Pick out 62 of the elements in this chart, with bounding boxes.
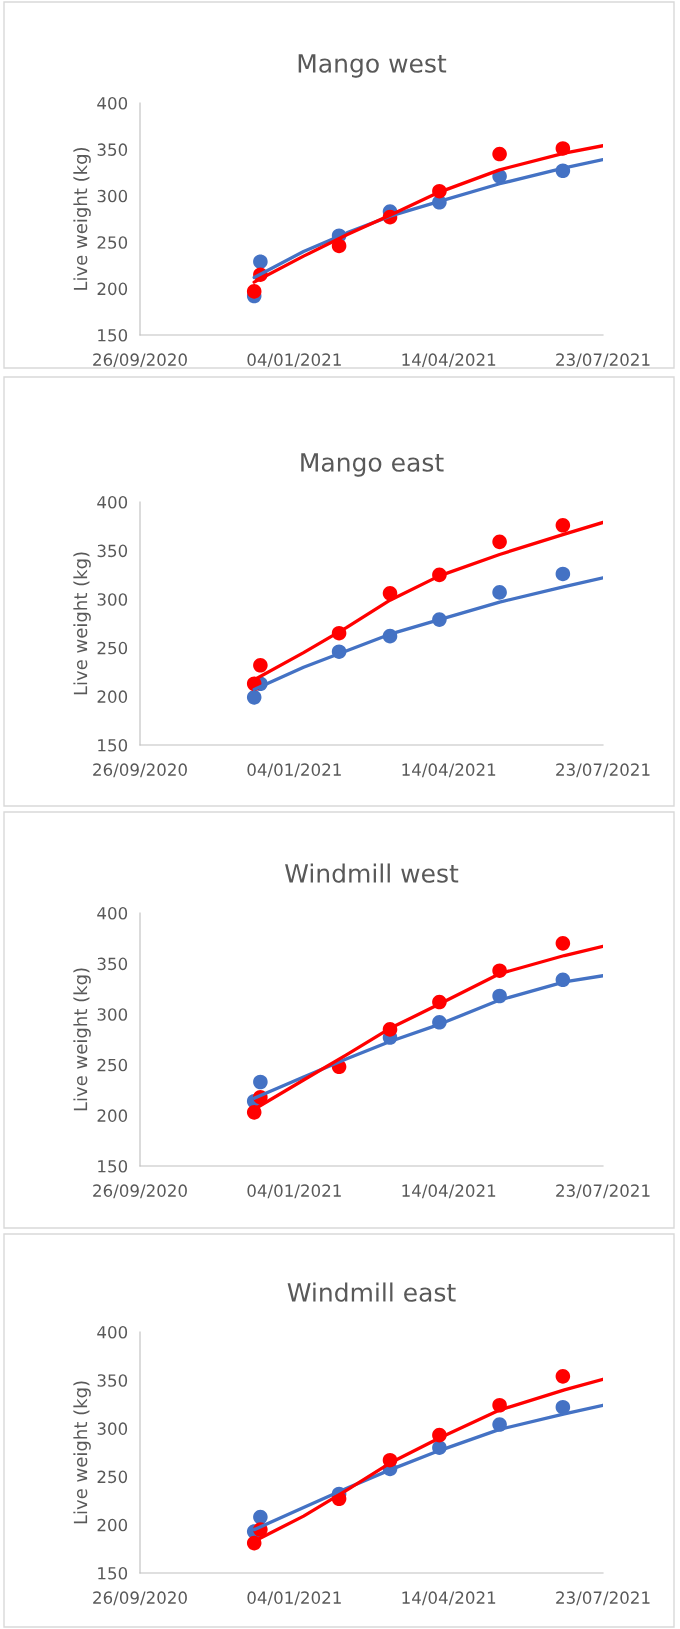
x-tick-label: 14/04/2021 [402, 1591, 496, 1606]
point [253, 254, 268, 269]
chart-title: Mango east [301, 453, 444, 477]
y-tick-label: 300 [97, 593, 128, 606]
y-tick-label: 300 [97, 189, 128, 203]
y-tick-label: 250 [97, 1058, 128, 1072]
point [246, 284, 262, 299]
y-axis-title: Live weight (kg) [73, 552, 91, 695]
x-tick-label: 14/04/2021 [402, 353, 496, 368]
point [492, 146, 507, 162]
y-tick-label: 300 [97, 1422, 128, 1435]
point [253, 658, 268, 673]
y-tick-label: 150 [98, 1566, 128, 1580]
x-tick-label: 04/01/2021 [247, 763, 341, 778]
y-tick-label: 250 [97, 1470, 128, 1484]
y-tick-label: 200 [97, 1518, 128, 1532]
y-tick-label: 300 [97, 1008, 128, 1021]
y-axis-title: Live weight (kg) [73, 147, 91, 290]
y-axis-title: Live weight (kg) [73, 968, 91, 1111]
y-tick-label: 350 [97, 1374, 128, 1387]
y-tick-label: 400 [97, 96, 128, 110]
x-tick-label: 26/09/2020 [93, 353, 187, 368]
point [492, 585, 507, 600]
point [246, 690, 262, 705]
point [555, 1399, 571, 1415]
y-axis-title: Live weight (kg) [73, 1381, 91, 1524]
y-tick-label: 200 [97, 690, 128, 703]
x-tick-label: 23/07/2021 [556, 353, 650, 368]
y-tick-label: 200 [97, 1109, 128, 1122]
x-tick-label: 04/01/2021 [247, 353, 341, 368]
point [555, 518, 571, 533]
chart-title: Windmill west [285, 863, 459, 883]
y-tick-label: 400 [97, 495, 128, 509]
y-tick-label: 200 [97, 282, 128, 296]
x-tick-label: 23/07/2021 [556, 1184, 650, 1199]
chart-title: Mango west [298, 54, 447, 78]
x-tick-label: 14/04/2021 [402, 1184, 496, 1199]
x-tick-label: 14/04/2021 [402, 763, 496, 778]
x-tick-label: 04/01/2021 [247, 1184, 341, 1199]
x-tick-label: 26/09/2020 [93, 1184, 187, 1199]
point [492, 534, 507, 550]
y-tick-label: 350 [97, 544, 128, 558]
y-tick-label: 400 [97, 1325, 128, 1339]
y-tick-label: 350 [97, 957, 128, 971]
chart-title: Windmill east [287, 1282, 456, 1302]
y-tick-label: 350 [97, 143, 128, 156]
y-tick-label: 250 [97, 641, 128, 655]
point [555, 936, 571, 951]
y-tick-label: 250 [97, 236, 128, 249]
x-tick-label: 23/07/2021 [556, 763, 650, 778]
x-tick-label: 04/01/2021 [247, 1591, 341, 1606]
x-tick-label: 26/09/2020 [93, 763, 187, 778]
y-tick-label: 150 [98, 1159, 128, 1173]
x-tick-label: 26/09/2020 [93, 1591, 187, 1606]
y-tick-label: 150 [98, 738, 128, 752]
x-tick-label: 23/07/2021 [556, 1591, 650, 1606]
y-tick-label: 150 [98, 328, 128, 342]
point [555, 566, 571, 582]
y-tick-label: 400 [97, 906, 128, 920]
point [555, 1369, 571, 1384]
point [253, 1074, 268, 1090]
point [253, 1509, 268, 1525]
